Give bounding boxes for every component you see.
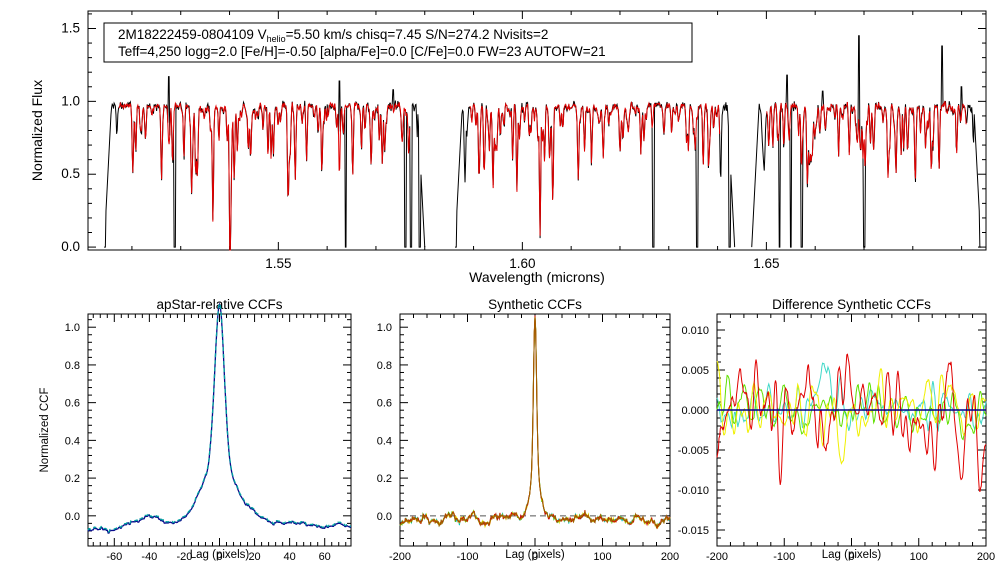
x-tick-label: 200: [977, 551, 995, 563]
model-spectrum-line: [118, 101, 411, 251]
y-axis-label: Normalized CCF: [39, 388, 51, 473]
y-tick-label: 0.6: [65, 398, 80, 410]
x-tick-label: 0: [532, 551, 538, 563]
y-tick-label: 0.2: [377, 473, 392, 485]
y-axis-label: Normalized Flux: [29, 80, 45, 181]
model-spectrum-line: [766, 101, 967, 184]
chisq: chisq=7.45: [356, 27, 422, 42]
x-axis-label: Wavelength (microns): [469, 269, 605, 285]
plot-frame: [399, 313, 671, 547]
y-tick-label: 0.000: [681, 405, 709, 417]
x-tick-label: 0: [848, 551, 854, 563]
difference-ccf-panel: -200 -100 0 100 200 -0.015 -0.010 -0.005 0.000 0.…: [678, 297, 995, 563]
plot-frame: [87, 313, 352, 547]
y-tick-label: 0.0: [377, 511, 392, 523]
x-tick-label: -200: [389, 551, 411, 563]
y-tick-label: 0.4: [65, 435, 80, 447]
y-tick-label: 0.8: [65, 360, 80, 372]
y-tick-label: 0.5: [61, 166, 80, 181]
panel-title: Difference Synthetic CCFs: [772, 297, 931, 312]
x-tick-label: 40: [284, 551, 296, 563]
x-tick-label: 1.65: [753, 256, 779, 271]
synthetic-ccf-line: [399, 317, 671, 529]
y-tick-label: 0.0: [61, 239, 80, 254]
difference-ccf-line: [716, 360, 987, 465]
observed-spectrum-line: [104, 76, 426, 251]
synthetic-ccf-line: [399, 315, 671, 530]
y-tick-label: 1.0: [377, 322, 392, 334]
legend-box: [103, 22, 693, 63]
x-tick-label: 100: [593, 551, 611, 563]
x-tick-label: 60: [319, 551, 331, 563]
ccf-line-dashed: [87, 301, 352, 533]
y-tick-label: -0.015: [678, 525, 709, 537]
x-tick-label: -100: [773, 551, 795, 563]
vhelio-value: =5.50 km/s: [286, 27, 353, 42]
y-tick-label: 0.005: [681, 365, 709, 377]
y-tick-label: 0.6: [377, 398, 392, 410]
x-tick-label: -60: [106, 551, 122, 563]
panel-title: Synthetic CCFs: [488, 297, 582, 312]
object-id: 2M18222459-0804109: [118, 27, 254, 42]
y-tick-label: 0.010: [681, 325, 709, 337]
synthetic-ccf-line: [399, 317, 671, 530]
y-tick-label: 1.5: [61, 20, 80, 35]
legend-line-2-params: Teff=4,250 logg=2.0 [Fe/H]=-0.50 [alpha/…: [118, 44, 606, 59]
synthetic-ccf-line: [399, 315, 671, 530]
signal-to-noise: S/N=274.2: [425, 27, 489, 42]
y-tick-label: -0.010: [678, 485, 709, 497]
x-axis-label: Lag (pixels): [190, 549, 250, 561]
ccf-line: [87, 302, 352, 534]
y-tick-label: 0.0: [65, 511, 80, 523]
x-tick-label: -200: [706, 551, 728, 563]
y-tick-label: -0.005: [678, 445, 709, 457]
x-tick-label: 1.55: [265, 256, 291, 271]
x-tick-label: -100: [456, 551, 478, 563]
x-tick-label: 20: [248, 551, 260, 563]
apstar-ccf-panel: -60 -40 -20 0 20 40 60 0.0 0.2 0.4 0.6 0.8 1.0 Lag (p…: [39, 297, 352, 563]
x-tick-label: 100: [910, 551, 928, 563]
observed-spectrum-line: [751, 35, 982, 248]
y-tick-label: 1.0: [65, 322, 80, 334]
y-tick-label: 0.2: [65, 473, 80, 485]
x-tick-label: -40: [141, 551, 157, 563]
model-spectrum-line: [469, 101, 721, 236]
x-tick-label: -20: [176, 551, 192, 563]
plot-frame: [716, 313, 987, 547]
x-axis-label: Lag (pixels): [505, 549, 565, 561]
x-tick-label: 0: [216, 551, 222, 563]
legend-line-1: 2M18222459-0804109 Vhelio=5.50 km/s chis…: [118, 27, 548, 44]
spectrum-panel: 1.55 1.60 1.65 0.0 0.5 1.0 1.5 Wavelength (micr…: [29, 10, 987, 285]
x-tick-label: 1.60: [509, 256, 535, 271]
y-tick-label: 0.4: [377, 435, 392, 447]
synthetic-ccf-panel: -200 -100 0 100 200 0.0 0.2 0.4 0.6 0.8 1.0 Lag (pi…: [377, 297, 679, 563]
synthetic-ccf-line: [399, 317, 671, 528]
x-axis-label: Lag (pixels): [822, 549, 882, 561]
vhelio-prefix: V: [258, 27, 267, 42]
x-tick-label: 200: [661, 551, 679, 563]
vhelio-subscript: helio: [267, 34, 286, 44]
y-tick-label: 0.8: [377, 360, 392, 372]
spectrum-legend: 2M18222459-0804109 Vhelio=5.50 km/s chis…: [103, 22, 693, 63]
difference-ccf-line: [716, 353, 987, 492]
nvisits: Nvisits=2: [493, 27, 548, 42]
y-tick-label: 1.0: [61, 93, 80, 108]
